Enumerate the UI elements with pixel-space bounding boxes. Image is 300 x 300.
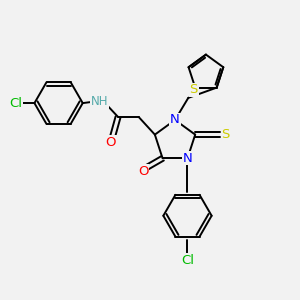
- Text: S: S: [221, 128, 230, 141]
- Text: NH: NH: [91, 95, 109, 108]
- Text: Cl: Cl: [181, 254, 194, 267]
- Text: Cl: Cl: [10, 97, 23, 110]
- Text: O: O: [105, 136, 116, 149]
- Text: N: N: [183, 152, 192, 165]
- Text: S: S: [190, 83, 198, 97]
- Text: O: O: [138, 165, 148, 178]
- Text: N: N: [170, 113, 180, 127]
